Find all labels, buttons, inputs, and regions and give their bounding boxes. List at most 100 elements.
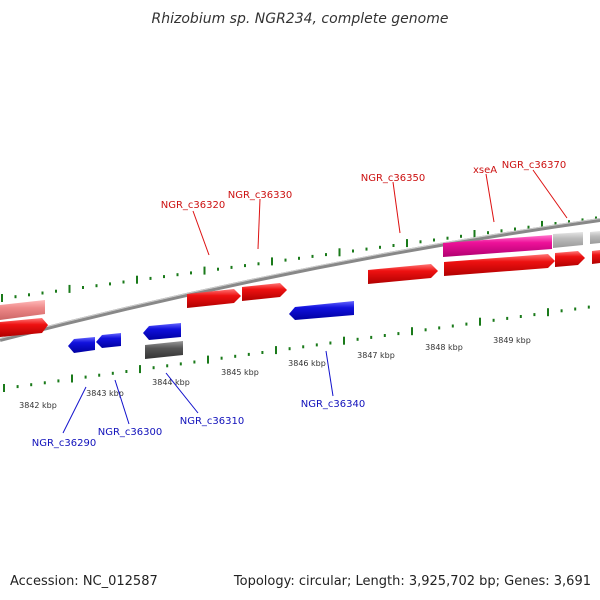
minor-tick (302, 345, 305, 349)
minor-tick (424, 328, 427, 332)
minor-tick (230, 265, 233, 269)
gene-arrow-ngr-c36330[interactable] (242, 283, 287, 301)
gene-label-xsea[interactable]: xseA (473, 165, 497, 176)
minor-tick (465, 322, 468, 326)
major-tick (207, 355, 209, 364)
minor-tick (220, 356, 223, 360)
minor-tick (166, 364, 169, 368)
major-tick (479, 317, 481, 326)
gene-label-ngr-c36320[interactable]: NGR_c36320 (161, 200, 226, 211)
minor-tick (527, 225, 530, 229)
gene-arrow-ngr-c36290[interactable] (68, 337, 95, 353)
gene-label-ngr-c36330[interactable]: NGR_c36330 (228, 190, 293, 201)
minor-tick (365, 247, 368, 251)
minor-tick (257, 262, 260, 266)
minor-tick (492, 318, 495, 322)
gene-label-ngr-c36310[interactable]: NGR_c36310 (180, 416, 245, 427)
major-tick (1, 294, 3, 302)
minor-tick (560, 309, 563, 313)
forward-tick-track (1, 216, 597, 302)
accession-text: Accession: NC_012587 (10, 574, 158, 589)
minor-tick (109, 282, 111, 286)
minor-tick (506, 316, 509, 320)
scale-label: 3849 kbp (493, 336, 531, 345)
minor-tick (41, 291, 44, 295)
scale-label: 3848 kbp (425, 343, 463, 352)
major-tick (68, 284, 71, 293)
minor-tick (519, 315, 522, 318)
scale-label: 3847 kbp (357, 351, 395, 360)
leader-line (325, 350, 334, 397)
leader-line (392, 181, 401, 234)
leader-line (62, 386, 87, 434)
minor-tick (95, 284, 98, 288)
scale-label: 3846 kbp (288, 359, 326, 368)
genome-backbone-highlight (0, 218, 600, 339)
leader-line (114, 379, 130, 425)
minor-tick (122, 280, 125, 284)
minor-tick (451, 324, 454, 328)
minor-tick (514, 227, 516, 231)
minor-tick (356, 337, 359, 341)
minor-tick (500, 229, 503, 233)
minor-tick (28, 293, 30, 297)
minor-tick (84, 375, 87, 379)
minor-tick (325, 253, 327, 257)
minor-tick (244, 264, 246, 268)
minor-tick (533, 313, 536, 317)
minor-tick (193, 360, 196, 364)
gene-pseudo-edge[interactable] (590, 231, 600, 244)
minor-tick (284, 258, 287, 262)
minor-tick (234, 354, 237, 358)
major-tick (203, 266, 206, 275)
minor-tick (149, 276, 152, 280)
minor-tick (397, 332, 400, 336)
gene-other[interactable] (145, 341, 183, 359)
gene-arrow-edge[interactable] (592, 250, 600, 264)
minor-tick (190, 271, 192, 275)
minor-tick (288, 347, 291, 351)
minor-tick (419, 240, 422, 244)
gene-arrow-faded[interactable] (0, 300, 45, 320)
minor-tick (383, 334, 386, 337)
major-tick (343, 336, 345, 345)
gene-arrow-ngr-c36300[interactable] (96, 333, 121, 348)
major-tick (338, 248, 341, 257)
gene-pseudo-ngr-c36370[interactable] (553, 232, 583, 248)
minor-tick (568, 220, 570, 224)
gene-label-ngr-c36290[interactable]: NGR_c36290 (32, 438, 97, 449)
gene-arrow-ngr-c36310[interactable] (143, 323, 181, 340)
gene-arrow-ngr-c36350[interactable] (368, 264, 438, 284)
minor-tick (179, 362, 182, 366)
minor-tick (329, 341, 332, 345)
major-tick (406, 239, 408, 248)
minor-tick (176, 273, 179, 277)
genome-backbone (0, 218, 600, 342)
gene-xsea[interactable] (443, 235, 552, 257)
leader-line (192, 210, 210, 256)
gene-arrow-xsea[interactable] (444, 254, 555, 276)
major-tick (411, 327, 413, 336)
gene-label-ngr-c36370[interactable]: NGR_c36370 (502, 160, 567, 171)
minor-tick (554, 222, 557, 225)
leader-line (165, 372, 199, 414)
gene-label-ngr-c36300[interactable]: NGR_c36300 (98, 427, 163, 438)
minor-tick (14, 295, 17, 299)
gene-label-ngr-c36350[interactable]: NGR_c36350 (361, 173, 426, 184)
scale-label: 3843 kbp (86, 389, 124, 398)
minor-tick (574, 307, 577, 311)
minor-tick (82, 286, 84, 289)
major-tick (271, 257, 273, 266)
scale-label: 3844 kbp (152, 378, 190, 387)
minor-tick (392, 244, 395, 247)
gene-arrow-ngr-c36370[interactable] (555, 251, 585, 267)
gene-arrow[interactable] (0, 318, 48, 337)
forward-genes (0, 231, 600, 337)
gene-arrow-ngr-c36320[interactable] (187, 289, 241, 308)
gene-label-ngr-c36340[interactable]: NGR_c36340 (301, 399, 366, 410)
scale-label: 3845 kbp (221, 368, 259, 377)
minor-tick (57, 379, 60, 383)
minor-tick (352, 249, 354, 253)
gene-arrow-ngr-c36340[interactable] (289, 301, 354, 320)
